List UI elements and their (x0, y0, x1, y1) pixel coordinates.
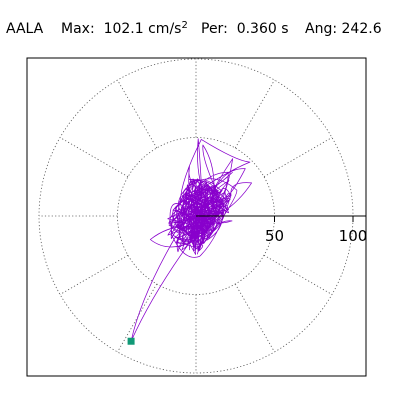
grid-spoke-330 (263, 254, 333, 295)
peak-marker (127, 337, 135, 345)
max-value: 102.1 cm/s (103, 21, 182, 37)
radial-axis: 50 100 (196, 215, 368, 245)
grid-spoke-210 (59, 254, 129, 295)
grid-spoke-60 (234, 79, 275, 149)
grid-spoke-30 (263, 137, 333, 178)
ang-label: Ang: (305, 21, 338, 37)
grid-spoke-240 (117, 283, 158, 353)
radial-tick-label-50: 50 (265, 227, 284, 245)
per-value: 0.360 s (236, 21, 289, 37)
chart-header: AALA Max: 102.1 cm/s2 Per: 0.360 s Ang: … (0, 0, 400, 52)
grid-spoke-150 (59, 137, 129, 178)
max-label: Max: (61, 21, 95, 37)
ang-value: 242.6 (341, 21, 382, 37)
per-label: Per: (201, 21, 228, 37)
angle: Ang: 242.6 (305, 21, 382, 37)
motion-trace (130, 138, 252, 342)
max-unit-exponent: 2 (181, 20, 188, 31)
plot-frame (26, 57, 367, 377)
station-code: AALA (6, 21, 44, 37)
peak-marker-layer (127, 337, 135, 345)
grid-spoke-300 (234, 283, 275, 353)
period: Per: 0.360 s (201, 21, 289, 37)
max-acceleration: Max: 102.1 cm/s2 (61, 20, 188, 39)
motion-trace-path (130, 138, 252, 342)
radial-tick-label-100: 100 (339, 227, 368, 245)
grid-spoke-120 (117, 79, 158, 149)
